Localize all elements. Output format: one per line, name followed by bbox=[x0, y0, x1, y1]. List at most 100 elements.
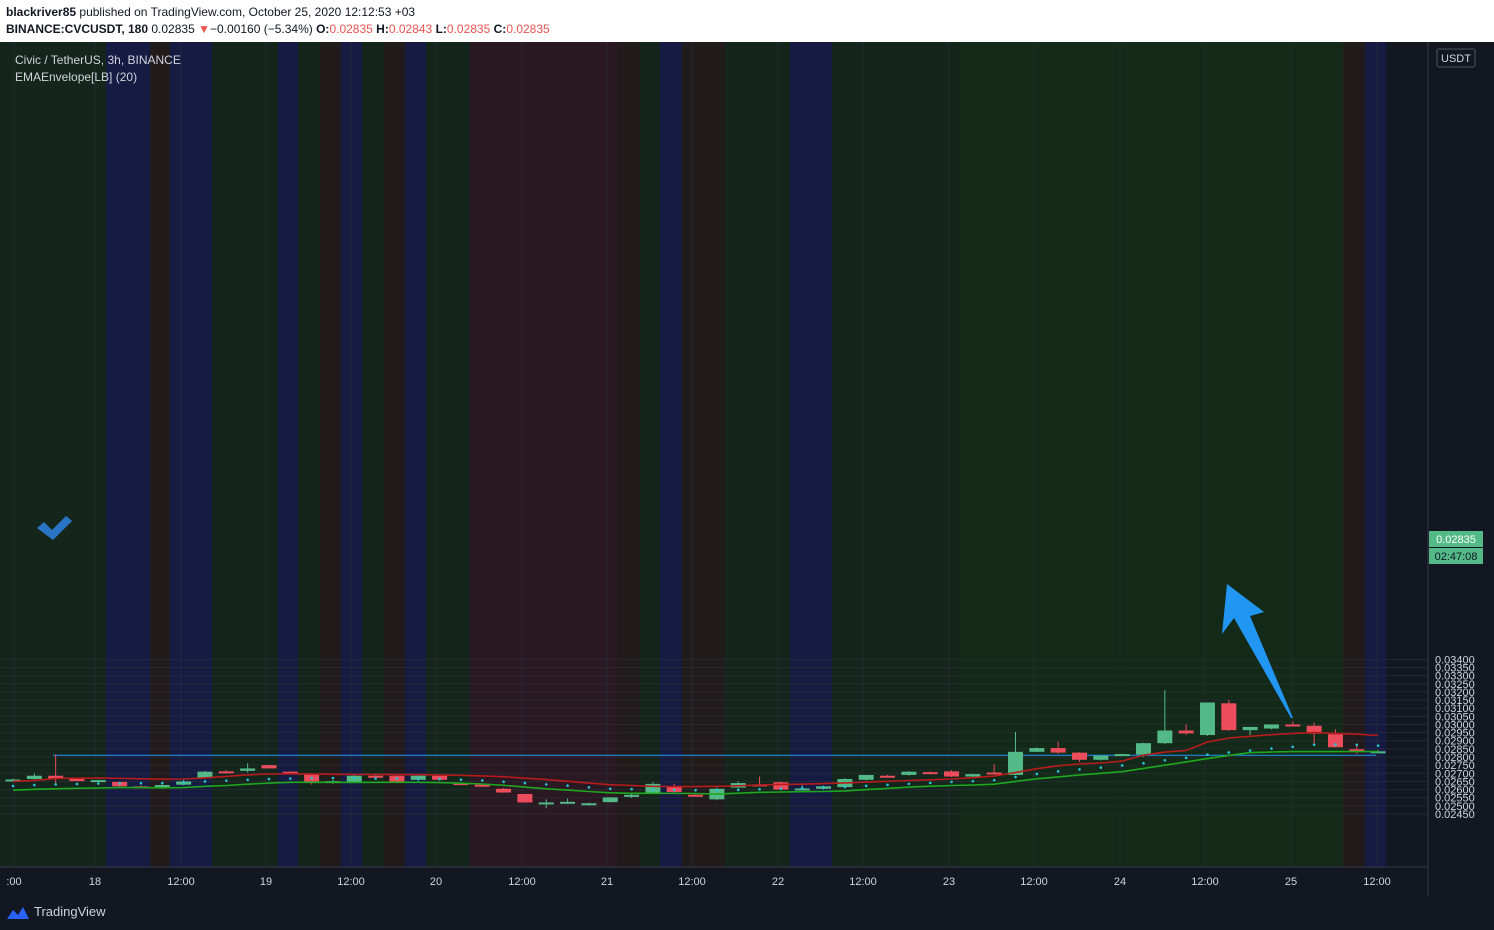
y-tick-label: 0.03150 bbox=[1435, 695, 1475, 707]
candle-body bbox=[1349, 749, 1365, 752]
candle-body bbox=[282, 771, 298, 774]
session-band bbox=[960, 42, 1343, 867]
candle-body bbox=[496, 788, 512, 793]
y-tick-label: 0.02700 bbox=[1435, 768, 1475, 780]
price-change: −0.00160 (−5.34%) bbox=[210, 22, 313, 36]
ema-basis-dot bbox=[1270, 747, 1273, 750]
ema-basis-dot bbox=[864, 784, 868, 788]
last-price-tag: 0.02835 02:47:08 bbox=[1429, 531, 1483, 564]
candle-body bbox=[90, 780, 106, 783]
countdown-tag-text: 02:47:08 bbox=[1435, 551, 1478, 563]
high-value: 0.02843 bbox=[388, 22, 433, 36]
ema-basis-dot bbox=[118, 782, 121, 785]
candle-body bbox=[1008, 751, 1024, 775]
ema-basis-dot bbox=[11, 784, 15, 788]
ema-basis-dot bbox=[1184, 756, 1188, 760]
y-tick-label: 0.03400 bbox=[1435, 654, 1475, 666]
candle-body bbox=[965, 774, 981, 777]
session-band bbox=[298, 42, 320, 867]
x-tick-label: 12:00 bbox=[1191, 876, 1219, 888]
publisher-name[interactable]: blackriver85 bbox=[6, 5, 77, 19]
ema-basis-dot bbox=[1035, 772, 1039, 776]
ema-basis-dot bbox=[1248, 749, 1252, 752]
arrow-annotation-icon bbox=[1222, 584, 1293, 718]
symbol-text: BINANCE:CVCUSDT, 180 bbox=[6, 22, 149, 36]
candle-body bbox=[154, 785, 170, 788]
high-label: H: bbox=[376, 22, 389, 36]
candle-body bbox=[261, 765, 277, 769]
y-tick-label: 0.02750 bbox=[1435, 760, 1475, 772]
currency-label: USDT bbox=[1441, 53, 1471, 65]
candle-body bbox=[1114, 754, 1130, 757]
low-label: L: bbox=[435, 22, 447, 36]
candle-body bbox=[1199, 702, 1215, 736]
ema-basis-dot bbox=[1120, 764, 1124, 767]
y-tick-label: 0.02850 bbox=[1435, 744, 1475, 756]
candle-body bbox=[474, 784, 490, 787]
ema-basis-dot bbox=[1099, 766, 1103, 769]
ema-basis-dot bbox=[203, 780, 207, 783]
y-tick-label: 0.02900 bbox=[1435, 736, 1475, 748]
candle-body bbox=[1157, 730, 1173, 744]
candle-body bbox=[1072, 752, 1087, 760]
ema-basis-dot bbox=[75, 782, 79, 786]
price-axis[interactable]: 0.024500.025000.025500.026000.026500.027… bbox=[1435, 654, 1475, 821]
candle-body bbox=[48, 775, 64, 779]
x-tick-label: 12:00 bbox=[849, 876, 877, 888]
candle-body bbox=[1306, 725, 1322, 734]
session-band bbox=[703, 42, 725, 867]
candle-body bbox=[1263, 724, 1279, 729]
ema-basis-dot bbox=[651, 788, 655, 791]
session-band bbox=[640, 42, 660, 867]
x-tick-label: 22 bbox=[772, 876, 784, 888]
candle-body bbox=[1285, 724, 1301, 727]
ema-basis-dot bbox=[374, 777, 377, 780]
candle-body bbox=[240, 768, 256, 771]
x-tick-label: 12:00 bbox=[678, 876, 706, 888]
time-axis[interactable]: :00 18 12:00 19 12:00 20 12:00 21 12:00 22 12:00 23… bbox=[6, 876, 1390, 888]
x-tick-label: 23 bbox=[943, 876, 955, 888]
candle-body bbox=[517, 793, 533, 803]
session-band bbox=[426, 42, 470, 867]
candle-body bbox=[1370, 751, 1386, 754]
ema-basis-dot bbox=[1206, 753, 1209, 756]
ema-basis-dot bbox=[267, 777, 271, 781]
y-tick-label: 0.03100 bbox=[1435, 703, 1475, 715]
ema-basis-dot bbox=[800, 786, 804, 790]
session-band bbox=[405, 42, 426, 867]
ema-basis-dot bbox=[416, 777, 420, 780]
background-bands bbox=[0, 42, 1428, 867]
tradingview-brand[interactable]: TradingView bbox=[34, 904, 106, 919]
ema-basis-dot bbox=[1227, 751, 1231, 754]
y-tick-label: 0.03050 bbox=[1435, 711, 1475, 723]
session-band bbox=[1365, 42, 1386, 867]
ema-basis-dot bbox=[1014, 775, 1017, 779]
ema-basis-dot bbox=[843, 785, 847, 789]
session-band bbox=[617, 42, 640, 867]
candle-body bbox=[26, 775, 42, 779]
tradingview-logo-icon[interactable] bbox=[6, 903, 30, 921]
ema-basis-dot bbox=[907, 782, 911, 786]
ema-basis-dot bbox=[331, 776, 335, 780]
y-tick-label: 0.02500 bbox=[1435, 801, 1475, 813]
ema-basis-dot bbox=[97, 782, 100, 785]
ema-basis-dot bbox=[992, 778, 996, 782]
candle-body bbox=[1093, 755, 1109, 760]
ema-basis-dot bbox=[928, 781, 932, 785]
session-band bbox=[725, 42, 790, 867]
ema-basis-dot bbox=[395, 777, 399, 780]
candle-body bbox=[581, 803, 597, 806]
close-label: C: bbox=[493, 22, 507, 36]
indicator-legend[interactable]: EMAEnvelope[LB] (20) bbox=[15, 70, 137, 84]
ema-basis-dot bbox=[502, 780, 505, 784]
candle-body bbox=[5, 779, 21, 782]
candle-body bbox=[602, 797, 618, 803]
session-band bbox=[790, 42, 832, 867]
ema-basis-dot bbox=[736, 788, 740, 792]
ema-basis-dot bbox=[1312, 743, 1316, 747]
footer: TradingView bbox=[0, 896, 1494, 930]
y-tick-label: 0.03250 bbox=[1435, 679, 1475, 691]
price-chart[interactable]: 0.024500.025000.025500.026000.026500.027… bbox=[0, 42, 1494, 896]
low-value: 0.02835 bbox=[446, 22, 491, 36]
ema-basis-dot bbox=[1142, 761, 1145, 765]
